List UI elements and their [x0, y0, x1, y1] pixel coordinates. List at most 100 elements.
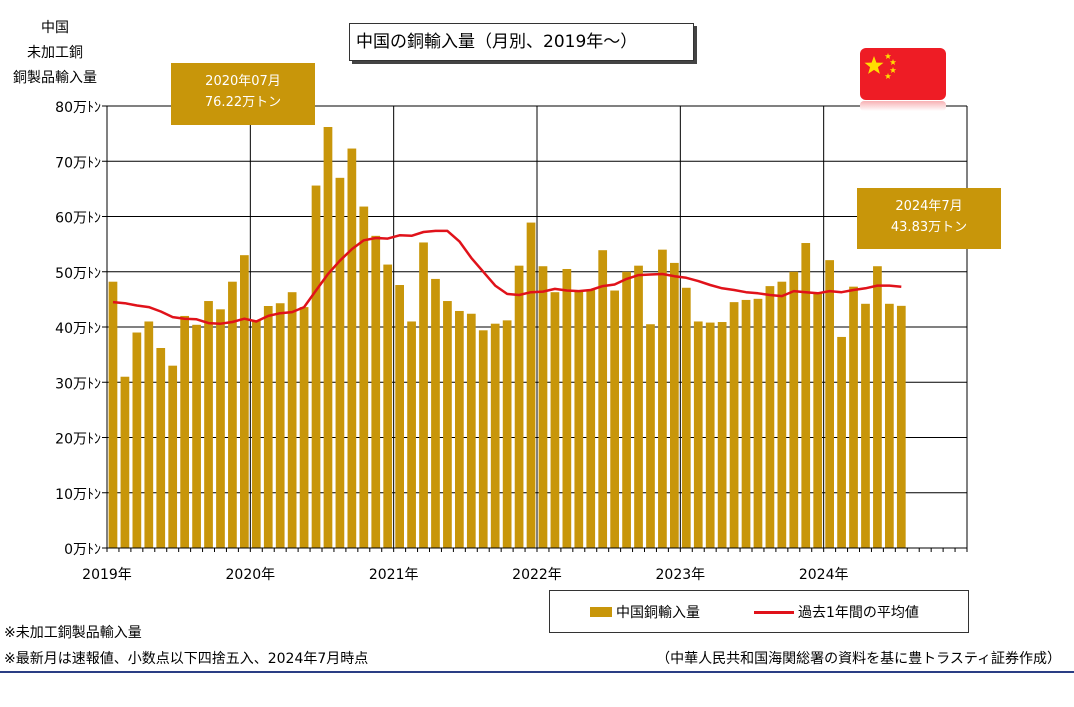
y-tick-label: 70万ﾄﾝ	[55, 155, 101, 171]
bar	[598, 250, 608, 548]
grid-lines	[107, 105, 968, 548]
average-line	[112, 229, 902, 325]
bar	[753, 298, 763, 548]
bar	[765, 286, 775, 548]
bar	[383, 264, 393, 548]
y-tick-label: 40万ﾄﾝ	[55, 321, 101, 337]
legend: 中国銅輸入量 過去1年間の平均値	[549, 590, 969, 633]
bar	[741, 299, 751, 548]
bar	[478, 330, 488, 548]
bar	[240, 255, 249, 549]
bar	[777, 281, 787, 548]
bar	[192, 324, 201, 548]
callout-peak: 2020年07月 76.22万トン	[171, 63, 315, 125]
bar	[825, 260, 834, 548]
x-tick-label: 2022年	[512, 567, 562, 583]
bar	[658, 249, 667, 548]
bar	[311, 185, 321, 548]
x-tick-label: 2019年	[82, 567, 132, 583]
y-tick-label: 20万ﾄﾝ	[55, 432, 101, 448]
bar	[120, 376, 130, 548]
footnote-2: ※最新月は速報値、小数点以下四捨五入、2024年7月時点	[4, 651, 369, 667]
bar	[466, 313, 476, 548]
bar	[204, 301, 213, 548]
bar	[574, 291, 584, 548]
axes	[102, 105, 968, 552]
bar	[729, 302, 739, 548]
bar	[359, 206, 369, 548]
bar	[896, 305, 906, 548]
source-note: （中華人民共和国海関総署の資料を基に豊トラスティ証券作成）	[656, 651, 1061, 667]
bar	[849, 286, 858, 548]
bar	[132, 332, 142, 548]
bar	[455, 310, 464, 548]
x-tick-label: 2020年	[226, 567, 276, 583]
bar	[873, 266, 882, 548]
bar	[419, 242, 428, 548]
bar	[335, 177, 345, 548]
y-tick-label: 0万ﾄﾝ	[64, 542, 101, 558]
bar	[670, 262, 679, 548]
bar	[168, 365, 178, 548]
y-axis-title-line: 銅製品輸入量	[13, 70, 97, 86]
y-tick-labels: 0万ﾄﾝ 10万ﾄﾝ 20万ﾄﾝ 30万ﾄﾝ 40万ﾄﾝ 50万ﾄﾝ 60万ﾄﾝ 70万ﾄﾝ 8…	[55, 100, 101, 558]
legend-line-swatch	[754, 611, 794, 614]
bar	[144, 321, 154, 548]
chart-title: 中国の銅輸入量（月別、2019年～）	[349, 23, 694, 61]
bar	[299, 307, 309, 548]
bar	[801, 243, 811, 548]
bar	[885, 303, 894, 548]
legend-line-label: 過去1年間の平均値	[798, 605, 919, 621]
bar	[550, 292, 560, 548]
bar	[705, 322, 715, 548]
callout-peak-date: 2020年07月	[205, 74, 281, 89]
y-axis-title-line: 中国	[41, 20, 69, 36]
average-line-series	[112, 229, 902, 325]
china-flag-icon	[860, 48, 946, 111]
y-tick-label: 10万ﾄﾝ	[55, 487, 101, 503]
y-tick-label: 60万ﾄﾝ	[55, 211, 101, 227]
bar	[108, 281, 118, 548]
bar	[395, 285, 404, 548]
legend-bar-swatch	[590, 607, 612, 617]
bottom-rule	[0, 671, 1074, 673]
bar	[347, 148, 357, 549]
callout-latest: 2024年7月 43.83万トン	[857, 188, 1001, 249]
bar	[287, 292, 297, 548]
bar	[228, 281, 237, 548]
bar	[407, 321, 416, 548]
bar	[323, 126, 333, 549]
bar	[634, 265, 643, 548]
bar	[693, 321, 703, 548]
y-axis-title: 中国 未加工銅 銅製品輸入量	[0, 16, 110, 91]
bar	[431, 278, 440, 548]
bar	[837, 336, 846, 548]
bar	[371, 235, 381, 548]
bar	[622, 271, 631, 548]
bar	[251, 320, 261, 548]
bar	[156, 347, 166, 548]
bar	[275, 303, 285, 548]
x-tick-label: 2021年	[369, 567, 419, 583]
legend-bar-label: 中国銅輸入量	[616, 605, 700, 621]
x-tick-label: 2023年	[656, 567, 706, 583]
bar	[717, 322, 727, 548]
bar	[490, 323, 500, 548]
bar	[586, 289, 596, 548]
bar	[514, 265, 524, 548]
bar	[562, 268, 572, 548]
callout-latest-date: 2024年7月	[895, 199, 963, 214]
x-tick-labels: 2019年 2020年 2021年 2022年 2023年 2024年	[82, 567, 848, 583]
callout-latest-value: 43.83万トン	[890, 220, 968, 235]
callout-peak-value: 76.22万トン	[204, 95, 282, 110]
bar	[646, 324, 655, 548]
bar-series	[108, 126, 906, 549]
bar	[443, 301, 452, 548]
footnote-1: ※未加工銅製品輸入量	[4, 625, 142, 641]
bar	[610, 290, 619, 548]
y-tick-label: 80万ﾄﾝ	[55, 100, 101, 116]
bar	[789, 271, 799, 548]
x-tick-label: 2024年	[799, 567, 849, 583]
bar	[861, 303, 870, 548]
